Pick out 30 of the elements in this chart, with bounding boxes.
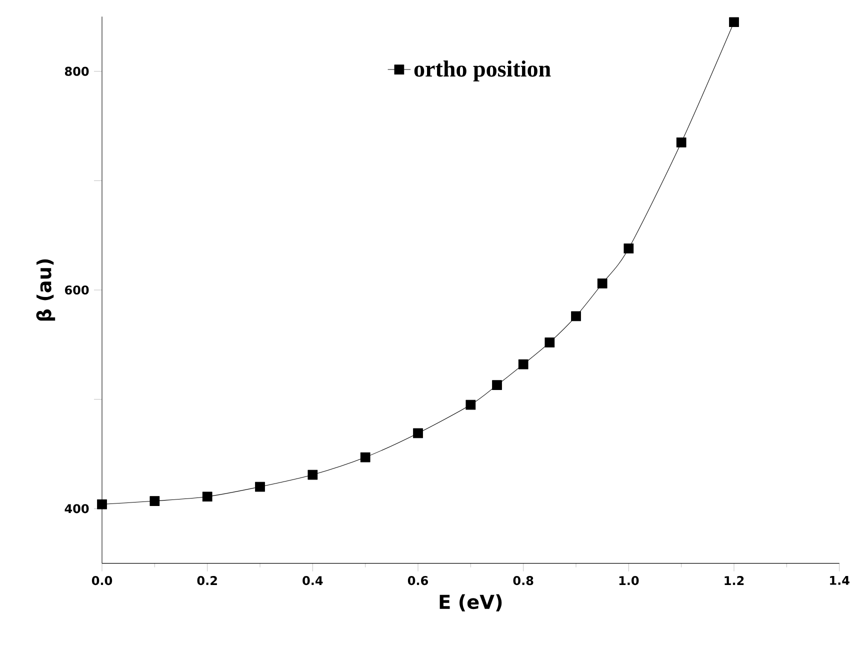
x-tick-label: 0.4 (302, 576, 323, 586)
x-tick-label: 0.8 (513, 576, 534, 586)
x-tick-label: 0.6 (408, 576, 428, 586)
point (360, 452, 370, 462)
point (676, 138, 686, 148)
y-axis-title: β (au) (36, 260, 56, 321)
point (544, 338, 555, 348)
point (492, 380, 502, 390)
point (308, 470, 318, 480)
x-tick-label: 1.0 (619, 576, 639, 586)
point (150, 496, 160, 506)
x-tick-label: 1.4 (830, 576, 850, 585)
point (518, 360, 528, 370)
point (413, 428, 423, 438)
point (729, 17, 739, 28)
point (97, 500, 107, 510)
point (571, 311, 581, 322)
x-axis-title: E (eV) (440, 594, 502, 612)
x-tick-label: 0.2 (197, 576, 217, 586)
legend-label: ortho position (414, 60, 551, 82)
point (255, 482, 265, 492)
x-tick-label: 1.2 (724, 576, 744, 586)
y-tick-label: 400 (64, 504, 89, 514)
y-tick-label: 800 (64, 66, 89, 76)
point (624, 244, 634, 254)
point (466, 400, 476, 410)
x-tick-label: 0.0 (92, 576, 112, 586)
point (597, 278, 608, 289)
y-tick-label: 600 (64, 286, 89, 295)
point (202, 492, 212, 502)
